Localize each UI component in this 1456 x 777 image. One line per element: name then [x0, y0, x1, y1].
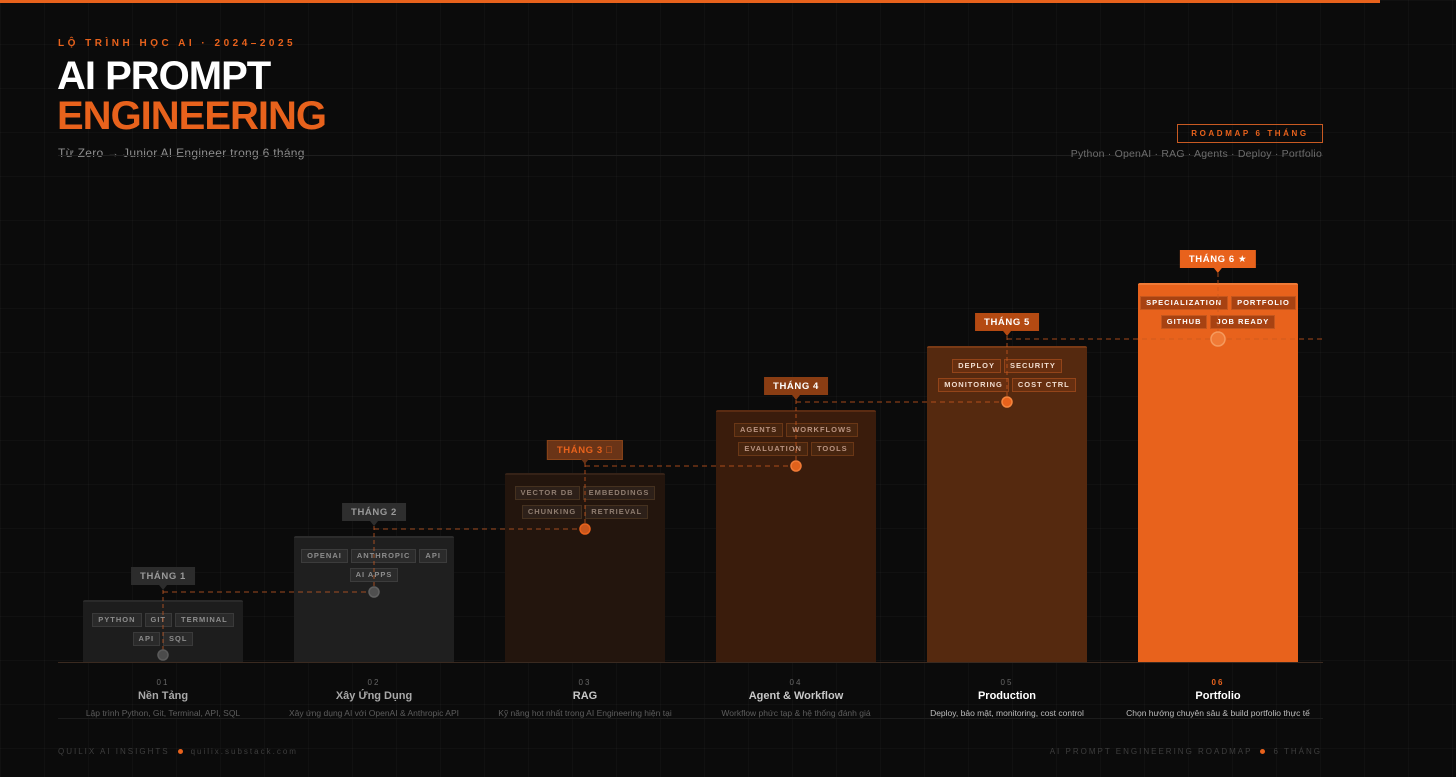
footer-brand-name: QUILIX AI INSIGHTS: [58, 747, 170, 756]
skill-tag: OPENAI: [301, 549, 348, 563]
step-name: RAG: [572, 690, 598, 702]
skill-tag: API: [419, 549, 447, 563]
skill-tag: WORKFLOWS: [786, 423, 859, 437]
month-label-03: THÁNG 3 ⃞: [546, 440, 624, 464]
step-description: Kỹ năng hot nhất trong AI Engineering hi…: [498, 708, 672, 718]
month-label-06: THÁNG 6 ★: [1179, 250, 1257, 273]
skill-tag: VECTOR DB: [514, 486, 580, 500]
footer-divider: [58, 718, 1323, 719]
diagram-baseline: [58, 662, 1323, 663]
month-label-02: THÁNG 2: [342, 503, 406, 526]
step-tags-06: SPECIALIZATION PORTFOLIO GITHUB JOB READY: [1138, 296, 1298, 329]
skill-tag: API: [132, 632, 161, 646]
footer-duration: 6 THÁNG: [1273, 747, 1322, 756]
page-title-line-1: AI PROMPT: [57, 54, 271, 98]
roadmap-badge: ROADMAP 6 THÁNG: [1177, 124, 1323, 143]
skill-tag: ANTHROPIC: [350, 549, 417, 563]
footer-roadmap-name: AI PROMPT ENGINEERING ROADMAP: [1049, 747, 1253, 756]
skill-tag: MONITORING: [938, 378, 1009, 392]
skill-tag: AGENTS: [733, 423, 784, 437]
step-number: 05: [1000, 678, 1014, 687]
page-subtitle: Từ Zero → Junior AI Engineer trong 6 thá…: [58, 146, 305, 160]
eyebrow-label: LỘ TRÌNH HỌC AI · 2024–2025: [58, 38, 297, 49]
skill-tag: TOOLS: [810, 442, 854, 456]
step-description: Chọn hướng chuyên sâu & build portfolio …: [1126, 708, 1310, 718]
step-name: Agent & Workflow: [748, 690, 844, 702]
step-number: 01: [156, 678, 170, 687]
skill-tag: TERMINAL: [175, 613, 234, 627]
step-description: Xây ứng dụng AI với OpenAI & Anthropic A…: [288, 708, 460, 718]
step-number: 06: [1211, 678, 1225, 687]
step-bar-06[interactable]: [1138, 283, 1298, 662]
step-tags-02: OPENAI ANTHROPIC API AI APPS: [294, 549, 454, 582]
month-label-01: THÁNG 1: [131, 567, 195, 590]
tech-stack-line: Python · OpenAI · RAG · Agents · Deploy …: [1070, 148, 1322, 160]
skill-tag: JOB READY: [1210, 315, 1276, 329]
month-label-05: THÁNG 5: [975, 313, 1039, 336]
step-name: Xây Ứng Dụng: [335, 690, 413, 702]
step-number: 02: [367, 678, 381, 687]
step-number: 03: [578, 678, 592, 687]
skill-tag: SECURITY: [1003, 359, 1062, 373]
skill-tag: GIT: [144, 613, 172, 627]
step-name: Production: [977, 690, 1037, 702]
skill-tag: DEPLOY: [952, 359, 1001, 373]
footer-site-link[interactable]: quilix.substack.com: [190, 747, 298, 756]
step-name: Portfolio: [1195, 690, 1241, 702]
step-description: Workflow phức tạp & hệ thống đánh giá: [721, 708, 871, 718]
step-name: Nền Tảng: [137, 690, 189, 702]
step-number: 04: [789, 678, 803, 687]
step-description: Deploy, bảo mật, monitoring, cost contro…: [930, 708, 1084, 718]
step-tags-04: AGENTS WORKFLOWS EVALUATION TOOLS: [716, 423, 876, 456]
skill-tag: AI APPS: [349, 568, 399, 582]
skill-tag: RETRIEVAL: [585, 505, 649, 519]
top-accent-bar: [0, 0, 1380, 3]
step-tags-03: VECTOR DB EMBEDDINGS CHUNKING RETRIEVAL: [505, 486, 665, 519]
skill-tag: PYTHON: [92, 613, 142, 627]
footer-brand: QUILIX AI INSIGHTS quilix.substack.com: [58, 747, 298, 756]
skill-tag: EVALUATION: [738, 442, 808, 456]
step-tags-01: PYTHON GIT TERMINAL API SQL: [83, 613, 243, 646]
skill-tag: SPECIALIZATION: [1140, 296, 1229, 310]
step-description: Lập trình Python, Git, Terminal, API, SQ…: [85, 708, 241, 718]
step-bar-05[interactable]: [927, 346, 1087, 662]
footer-dot-icon: [177, 749, 183, 754]
skill-tag: SQL: [163, 632, 194, 646]
skill-tag: COST CTRL: [1011, 378, 1076, 392]
month-label-04: THÁNG 4: [764, 377, 828, 400]
step-tags-05: DEPLOY SECURITY MONITORING COST CTRL: [927, 359, 1087, 392]
footer-roadmap-info: AI PROMPT ENGINEERING ROADMAP 6 THÁNG: [1050, 747, 1322, 756]
skill-tag: GITHUB: [1160, 315, 1208, 329]
skill-tag: CHUNKING: [521, 505, 583, 519]
header-divider: [58, 155, 1323, 156]
skill-tag: EMBEDDINGS: [582, 486, 656, 500]
skill-tag: PORTFOLIO: [1231, 296, 1296, 310]
page-title-line-2: ENGINEERING: [57, 94, 327, 138]
footer-dot-icon: [1260, 749, 1266, 754]
